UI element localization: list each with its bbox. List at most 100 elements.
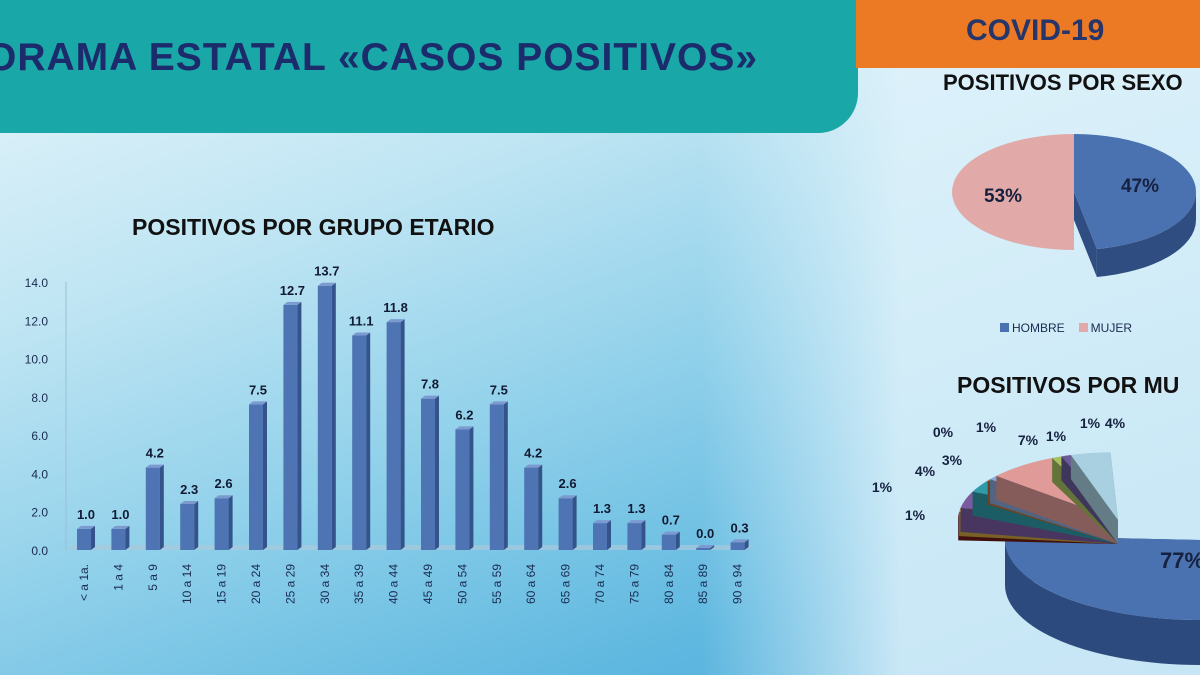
bar-value-label: 1.0 [77,507,95,522]
pie-label-municipio: 1% [905,507,926,523]
bar-side [572,495,577,550]
bar [249,404,263,550]
x-tick-label: 50 a 54 [455,564,469,604]
bar-side [641,520,646,550]
bar-value-label: 0.0 [696,526,714,541]
x-tick-label: 35 a 39 [352,564,366,604]
bar-side [194,500,199,550]
x-tick-label: 65 a 69 [559,564,573,604]
bar-value-label: 11.1 [349,314,374,329]
bar-top [317,282,336,286]
bar-side [366,332,371,550]
x-tick-label: 55 a 59 [490,564,504,604]
bar-top [249,401,267,405]
pie-slice-municipio-side [996,475,1118,544]
legend-hombre: HOMBRE [1000,321,1065,335]
bar [730,542,745,550]
bar-value-label: 1.3 [593,501,611,516]
bar [145,467,160,550]
legend-swatch [1000,323,1009,332]
bar [558,498,573,550]
x-tick-label: 60 a 64 [524,564,538,604]
x-tick-label: 90 a 94 [731,564,745,604]
pie-slice-hombre [1074,134,1196,249]
bar-top [558,495,577,499]
bar [524,467,539,550]
bar-top [524,464,543,468]
pie-slice-hombre-side [1074,192,1097,277]
bar-value-label: 2.3 [180,482,198,497]
pie-slice-municipio [1070,452,1118,520]
pie-label-municipio: 1% [1080,415,1101,431]
bar [661,534,676,550]
y-tick-label: 2.0 [31,506,48,520]
bar-value-label: 13.7 [314,264,339,279]
bar-side [435,395,439,550]
bar-top [145,464,164,468]
legend-mujer: MUJER [1078,321,1132,335]
pie-label-municipio: 4% [1105,415,1126,431]
bar [214,498,229,550]
bar-value-label: 1.3 [627,501,645,516]
bar [593,523,607,550]
pie-label-mujer: 53% [984,186,1022,207]
bar-top [111,525,130,529]
bar-chart-title: POSITIVOS POR GRUPO ETARIO [132,214,495,240]
bar-value-label: 6.2 [455,407,473,422]
y-tick-label: 0.0 [31,544,48,558]
x-tick-label: 1 a 4 [111,564,125,591]
bar-value-label: 7.8 [421,377,439,392]
legend-swatch [1078,323,1088,332]
y-tick-label: 10.0 [25,353,49,367]
y-tick-label: 14.0 [25,276,49,290]
bar-value-label: 7.5 [249,382,267,397]
pie-label-municipio: 3% [942,452,963,468]
bar-side [538,464,543,550]
bar-side [91,525,95,550]
bar-top [421,395,439,399]
pie-label-municipio: 77% [1160,548,1200,573]
bar-top [77,525,95,529]
bar-side [469,426,474,550]
x-tick-label: 30 a 34 [318,564,332,604]
bar-side [675,531,680,550]
bar [489,404,504,550]
bar-value-label: 11.8 [383,300,408,315]
y-tick-label: 8.0 [31,391,48,405]
bar-side [331,282,336,550]
bar-value-label: 0.7 [662,513,680,528]
bar-value-label: 7.5 [490,382,508,397]
title-banner: ORAMA ESTATAL «CASOS POSITIVOS» [0,0,858,133]
bar-value-label: 2.6 [559,476,577,491]
bar-side [503,401,508,550]
municipio-chart-title: POSITIVOS POR MU [957,372,1180,398]
pie-slice-municipio-rim [1005,540,1200,665]
bar [317,285,332,550]
bar [111,528,126,550]
x-tick-label: 40 a 44 [387,564,401,604]
sex-chart-title: POSITIVOS POR SEXO [943,70,1183,95]
bar-top [627,520,646,524]
bar-value-label: 1.0 [111,507,129,522]
bar [627,523,642,550]
x-tick-label: 45 a 49 [421,564,435,604]
bar [455,429,470,550]
pie-label-municipio: 7% [1018,432,1039,448]
pie-label-municipio: 1% [1046,428,1067,444]
y-tick-label: 4.0 [31,467,48,481]
bar-top [661,531,680,535]
bar [352,335,367,550]
bar [386,322,401,550]
bar [283,304,298,550]
bar-value-label: 4.2 [524,446,542,461]
bar [421,398,435,550]
bar-top [730,539,749,543]
pie-label-municipio: 1% [976,419,997,435]
x-tick-label: 85 a 89 [696,564,710,604]
sex-legend: HOMBRE MUJER [1000,321,1132,335]
x-tick-label: 70 a 74 [593,564,607,604]
x-tick-label: 15 a 19 [215,564,229,604]
bar-top [593,520,611,524]
bar-side [297,301,302,550]
